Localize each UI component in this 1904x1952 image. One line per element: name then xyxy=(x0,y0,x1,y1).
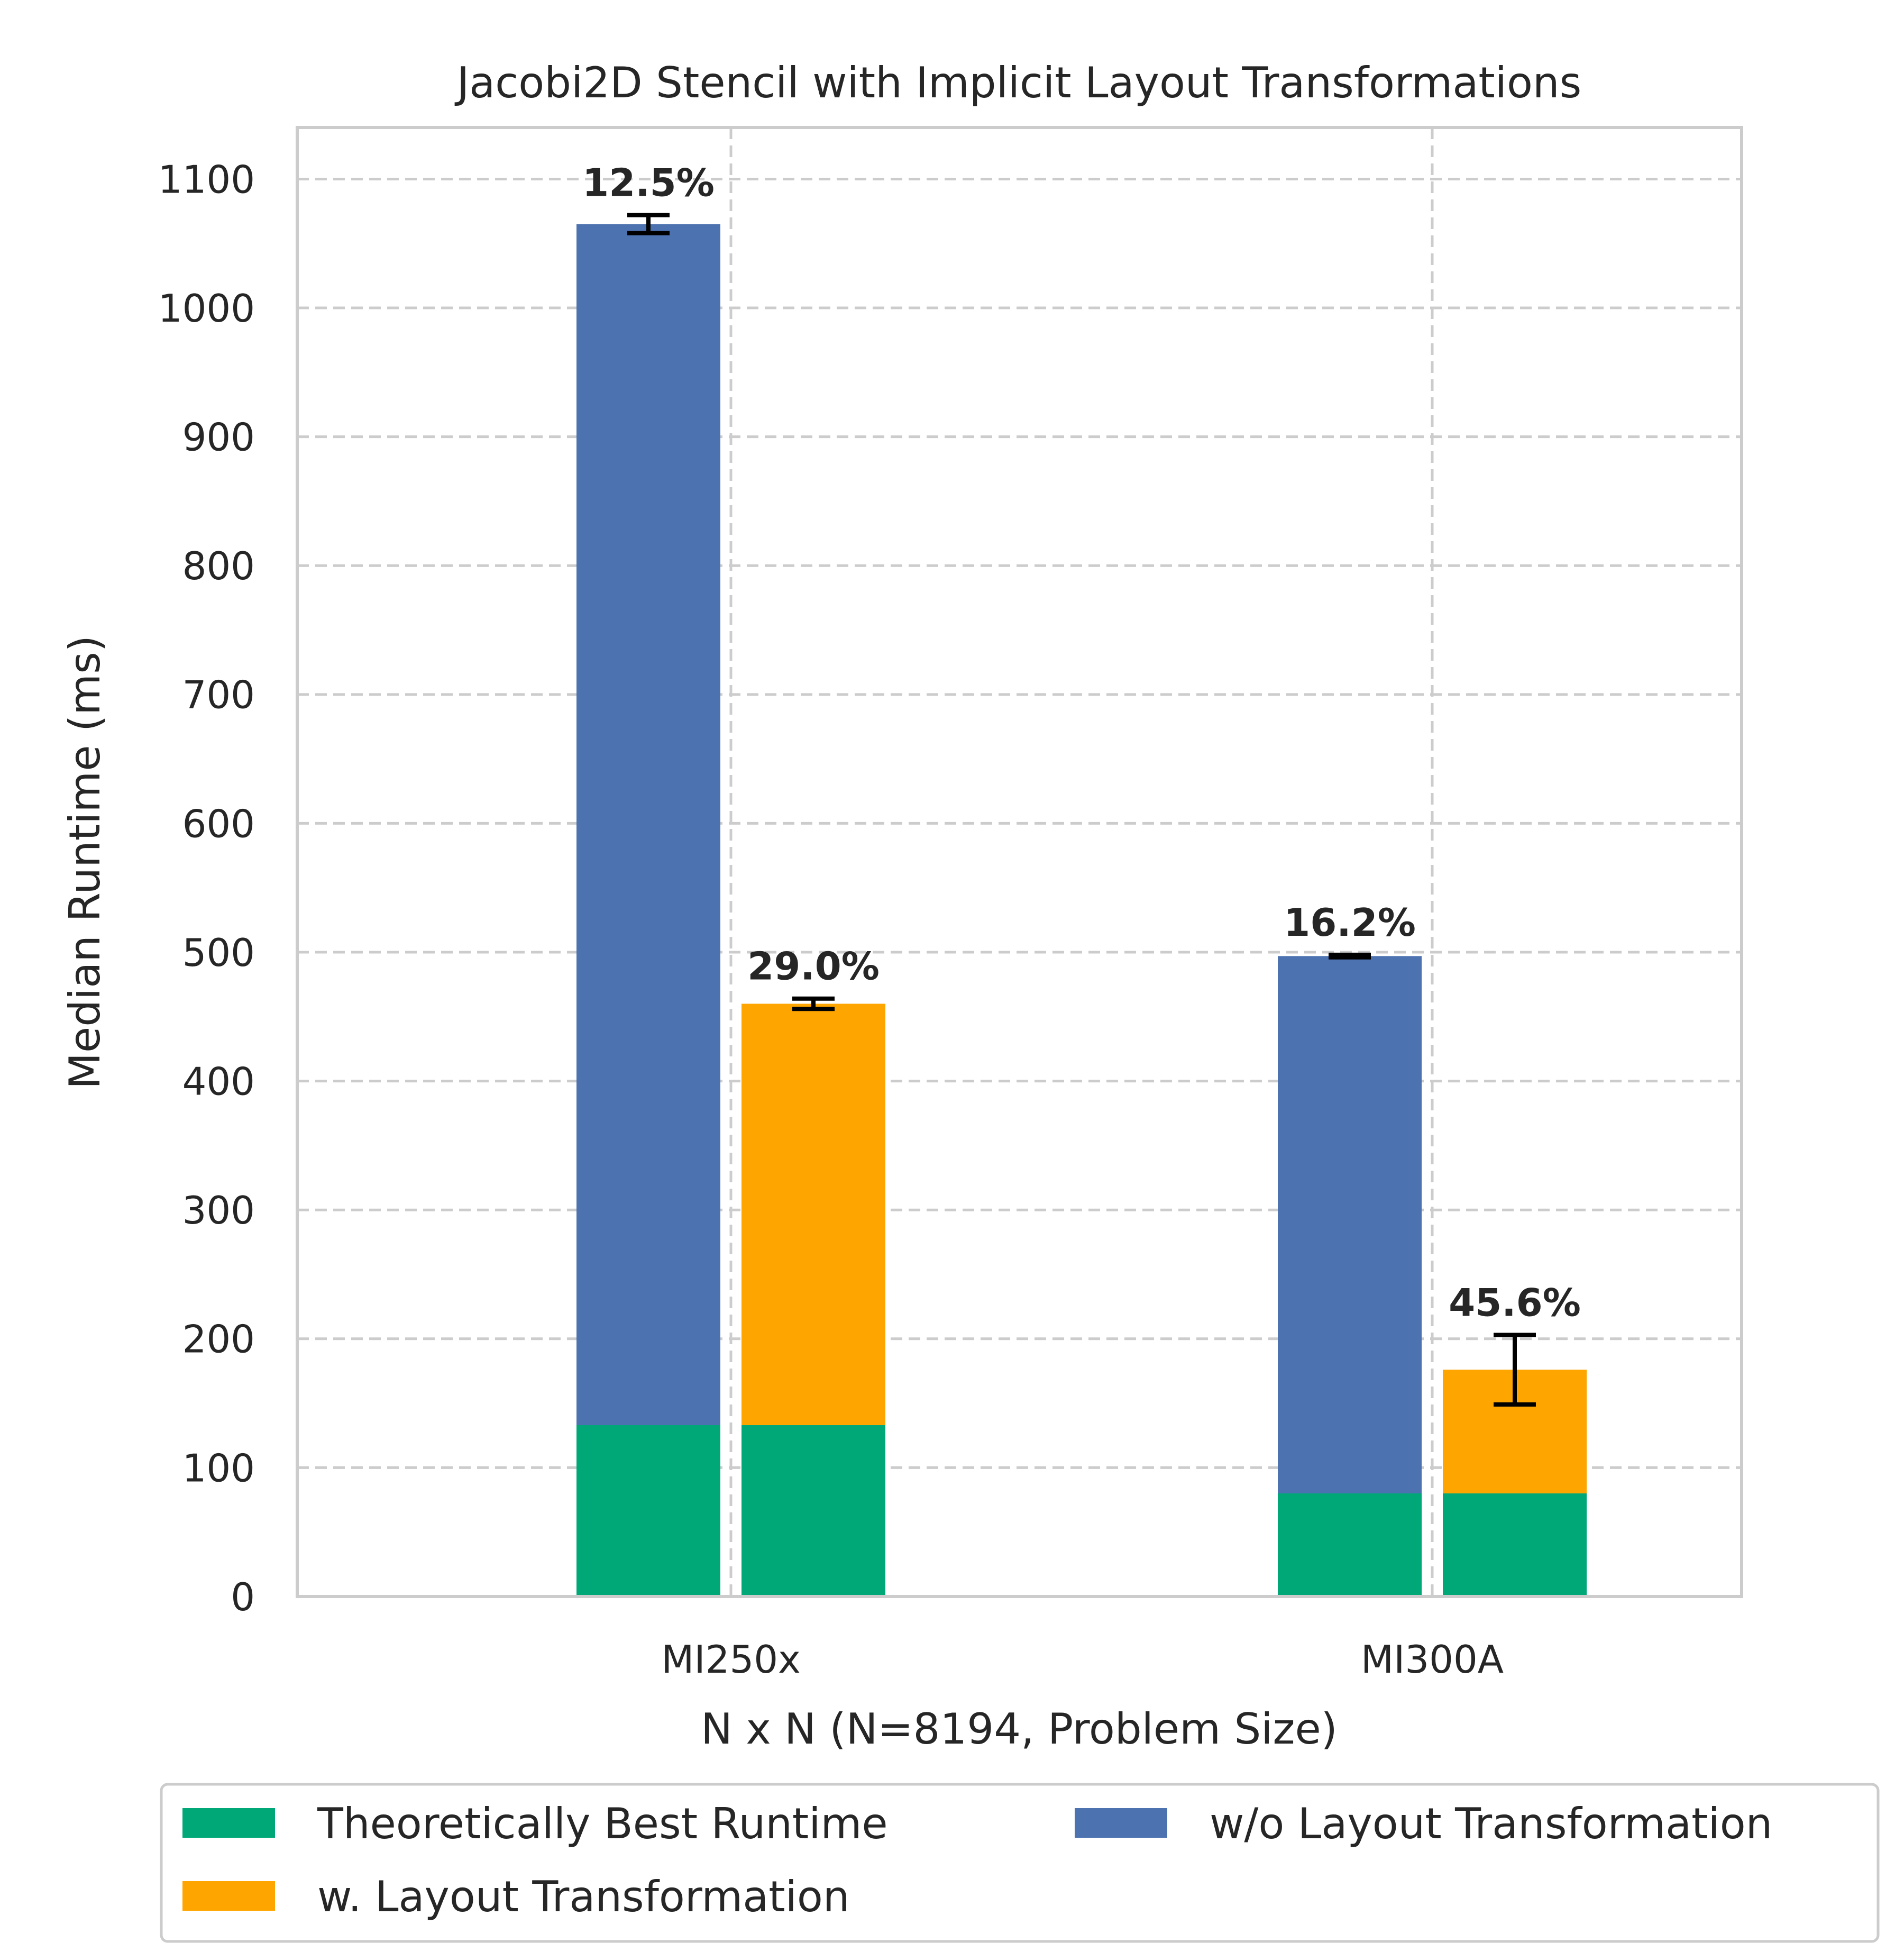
y-axis-ticks: 0 100 200 300 400 500 600 700 800 900 1000 1100 xyxy=(158,157,255,1619)
bar-theoretical-best xyxy=(742,1425,885,1597)
y-axis-label: Median Runtime (ms) xyxy=(60,635,109,1089)
chart-title: Jacobi2D Stencil with Implicit Layout Tr… xyxy=(454,58,1582,107)
legend-label-with-layout: w. Layout Transformation xyxy=(317,1872,850,1921)
y-tick-label: 300 xyxy=(182,1188,255,1233)
x-axis-label: N x N (N=8194, Problem Size) xyxy=(701,1704,1338,1754)
bars xyxy=(576,224,1587,1597)
x-axis-ticks: MI250x MI300A xyxy=(661,1637,1504,1682)
bar xyxy=(1278,956,1422,1597)
bar-percentage-label: 16.2% xyxy=(1284,900,1416,945)
bar-percentage-label: 45.6% xyxy=(1449,1280,1581,1325)
error-bar xyxy=(1494,1333,1536,1407)
legend-swatch-theoretical xyxy=(182,1808,275,1838)
y-tick-label: 100 xyxy=(182,1446,255,1490)
legend-swatch-with-layout xyxy=(182,1881,275,1911)
bar-theoretical-best xyxy=(1443,1493,1587,1597)
y-tick-label: 1100 xyxy=(158,157,255,202)
y-tick-label: 400 xyxy=(182,1060,255,1104)
error-bar xyxy=(627,213,670,235)
bar-theoretical-best xyxy=(1278,1493,1422,1597)
error-bar xyxy=(1329,952,1371,960)
bar xyxy=(576,224,720,1597)
y-tick-label: 0 xyxy=(231,1575,255,1619)
legend: Theoretically Best Runtime w. Layout Tra… xyxy=(160,1783,1880,1943)
y-tick-label: 800 xyxy=(182,544,255,588)
bar-percentage-label: 12.5% xyxy=(582,161,715,205)
y-tick-label: 900 xyxy=(182,415,255,460)
grid xyxy=(297,127,1742,1598)
bar-percentage-label: 29.0% xyxy=(747,944,880,989)
y-tick-label: 700 xyxy=(182,673,255,717)
y-tick-label: 500 xyxy=(182,931,255,975)
legend-label-theoretical: Theoretically Best Runtime xyxy=(317,1799,888,1848)
bar-theoretical-best xyxy=(576,1425,720,1597)
x-tick-label: MI300A xyxy=(1361,1637,1504,1682)
y-tick-label: 1000 xyxy=(158,286,255,331)
error-bars xyxy=(627,213,1536,1407)
legend-swatch-without-layout xyxy=(1075,1808,1167,1838)
legend-frame xyxy=(160,1783,1880,1943)
plot-frame xyxy=(296,126,1743,1598)
y-tick-label: 600 xyxy=(182,801,255,846)
error-bar xyxy=(792,996,835,1011)
legend-label-without-layout: w/o Layout Transformation xyxy=(1210,1799,1772,1848)
y-tick-label: 200 xyxy=(182,1317,255,1362)
bar-labels: 12.5% 29.0% 16.2% 45.6% xyxy=(582,161,1581,1325)
x-tick-label: MI250x xyxy=(661,1637,800,1682)
